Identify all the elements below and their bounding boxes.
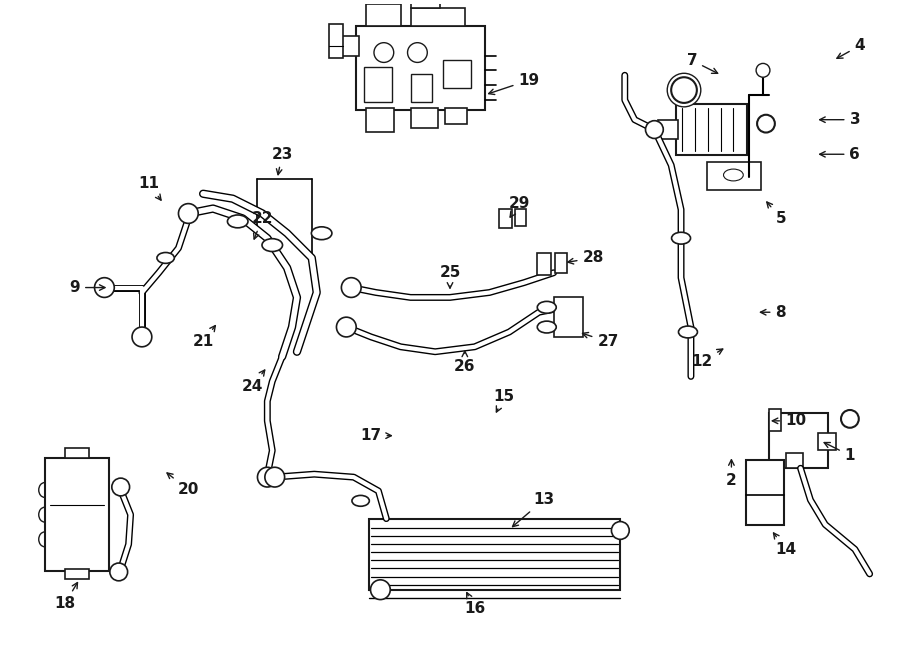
Bar xyxy=(515,209,526,226)
Text: 6: 6 xyxy=(820,147,860,162)
Text: 28: 28 xyxy=(568,250,604,265)
Bar xyxy=(410,8,464,26)
Bar xyxy=(45,458,109,571)
Bar xyxy=(500,209,512,228)
Circle shape xyxy=(265,467,284,487)
Ellipse shape xyxy=(724,169,743,181)
Bar xyxy=(676,104,747,156)
Circle shape xyxy=(756,64,770,77)
Circle shape xyxy=(110,563,128,581)
Ellipse shape xyxy=(671,232,690,244)
Bar xyxy=(443,60,471,88)
Circle shape xyxy=(757,115,775,132)
Text: 3: 3 xyxy=(820,112,860,127)
Bar xyxy=(746,460,784,524)
Text: 27: 27 xyxy=(582,332,618,350)
Text: 1: 1 xyxy=(824,442,855,463)
Ellipse shape xyxy=(679,326,698,338)
Text: 18: 18 xyxy=(54,583,77,611)
Ellipse shape xyxy=(352,495,369,506)
Bar xyxy=(366,108,393,132)
Text: 9: 9 xyxy=(69,280,105,295)
Bar xyxy=(537,253,551,275)
Bar xyxy=(366,4,400,26)
Text: 26: 26 xyxy=(454,351,475,374)
Text: 24: 24 xyxy=(242,370,265,394)
Text: 16: 16 xyxy=(464,592,485,616)
Circle shape xyxy=(341,277,361,297)
Bar xyxy=(658,120,678,140)
Bar xyxy=(410,74,432,102)
Bar xyxy=(769,409,781,431)
Text: 21: 21 xyxy=(193,326,215,350)
Bar xyxy=(65,448,88,458)
Ellipse shape xyxy=(537,301,556,313)
Circle shape xyxy=(178,204,198,223)
Text: 12: 12 xyxy=(691,349,723,369)
Text: 4: 4 xyxy=(837,38,865,58)
Circle shape xyxy=(671,77,697,103)
Text: 19: 19 xyxy=(489,73,540,95)
Bar xyxy=(341,36,359,56)
Circle shape xyxy=(112,478,130,496)
Bar xyxy=(786,453,804,468)
Ellipse shape xyxy=(157,252,175,263)
Bar xyxy=(706,162,761,190)
Circle shape xyxy=(264,471,275,483)
Bar xyxy=(356,26,484,110)
Circle shape xyxy=(841,410,859,428)
Text: 20: 20 xyxy=(167,473,199,497)
Circle shape xyxy=(337,317,356,337)
Text: 14: 14 xyxy=(773,533,796,557)
Circle shape xyxy=(371,580,391,600)
Bar xyxy=(410,108,438,128)
Circle shape xyxy=(408,42,427,62)
Bar xyxy=(554,297,583,337)
Bar xyxy=(818,433,836,450)
Text: 22: 22 xyxy=(252,211,273,239)
Text: 23: 23 xyxy=(272,147,292,175)
Circle shape xyxy=(94,277,114,297)
Bar xyxy=(368,518,620,590)
Text: 29: 29 xyxy=(508,196,530,217)
Ellipse shape xyxy=(537,321,556,333)
Bar xyxy=(769,413,828,468)
Bar xyxy=(328,24,344,58)
Text: 15: 15 xyxy=(494,389,515,412)
Bar xyxy=(364,68,392,102)
Text: 17: 17 xyxy=(360,428,392,443)
Circle shape xyxy=(645,120,663,138)
Bar xyxy=(410,0,440,8)
Text: 5: 5 xyxy=(767,202,786,226)
Text: 25: 25 xyxy=(439,265,461,288)
Circle shape xyxy=(257,467,277,487)
Bar xyxy=(65,569,88,579)
Circle shape xyxy=(374,42,393,62)
Text: 2: 2 xyxy=(726,459,737,488)
Text: 10: 10 xyxy=(772,413,806,428)
Text: 11: 11 xyxy=(139,176,161,200)
Ellipse shape xyxy=(311,227,332,240)
Ellipse shape xyxy=(228,215,248,228)
Bar xyxy=(554,253,566,273)
Text: 13: 13 xyxy=(512,493,554,527)
Text: 8: 8 xyxy=(760,305,786,320)
Circle shape xyxy=(667,73,701,107)
Circle shape xyxy=(132,327,152,347)
Text: 7: 7 xyxy=(687,53,717,73)
Ellipse shape xyxy=(262,239,283,252)
Circle shape xyxy=(611,522,629,540)
Bar xyxy=(446,108,467,124)
